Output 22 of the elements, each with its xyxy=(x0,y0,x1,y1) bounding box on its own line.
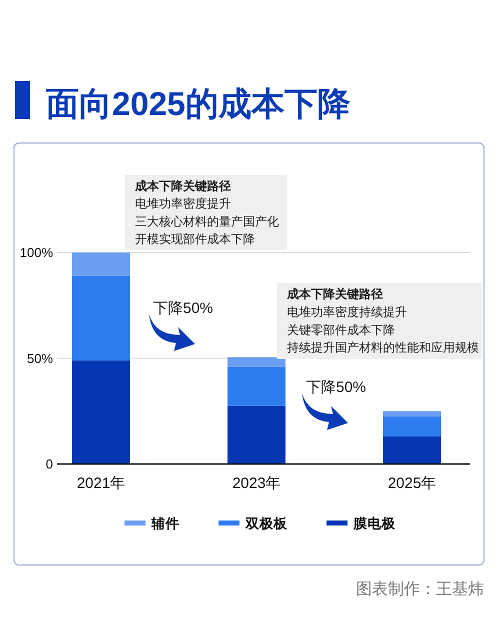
x-tick-label: 2021年 xyxy=(76,475,126,492)
annotation: 电堆功率密度持续提升 xyxy=(287,305,407,319)
legend-label: 膜电极 xyxy=(352,516,396,531)
x-tick-label: 2025年 xyxy=(388,475,436,492)
legend-label: 双极板 xyxy=(244,516,288,531)
annotation: 持续提升国产材料的性能和应用规模 xyxy=(287,340,479,354)
annotation: 成本下降关键路径 xyxy=(287,287,383,301)
legend-label: 辅件 xyxy=(150,516,180,531)
annotation: 成本下降关键路径 xyxy=(135,179,231,193)
annotation: 下降50% xyxy=(306,379,366,396)
annotation: 图表制作：王基炜 xyxy=(356,581,484,598)
y-tick-label: 0 xyxy=(46,456,53,472)
annotation: 电堆功率密度提升 xyxy=(135,196,231,210)
annotation: 关键零部件成本下降 xyxy=(287,323,395,337)
y-tick-label: 50% xyxy=(26,350,54,366)
annotation: 开模实现部件成本下降 xyxy=(135,232,255,246)
title: 面向2025的成本下降 xyxy=(46,85,350,122)
annotation: 下降50% xyxy=(153,300,214,317)
x-tick-label: 2023年 xyxy=(232,475,281,492)
y-tick-label: 100% xyxy=(20,245,54,260)
annotation: 三大核心材料的量产国产化 xyxy=(135,214,279,228)
legend: 辅件 双极板 膜电极 xyxy=(124,516,396,531)
